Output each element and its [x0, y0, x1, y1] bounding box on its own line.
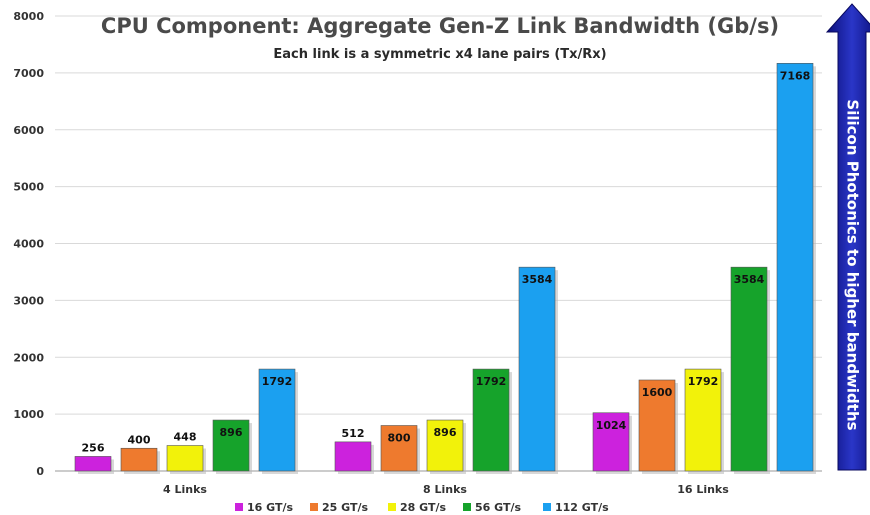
legend-label: 56 GT/s [475, 501, 521, 514]
bar [426, 419, 464, 472]
bar [120, 447, 158, 472]
bar [334, 441, 372, 472]
legend-label: 25 GT/s [322, 501, 368, 514]
bar [212, 419, 250, 472]
data-label: 800 [388, 432, 411, 445]
bar [684, 368, 722, 472]
data-label: 3584 [522, 273, 553, 286]
data-label: 1792 [476, 375, 507, 388]
data-label: 896 [220, 426, 243, 439]
legend-swatch [388, 503, 396, 511]
legend-swatch [310, 503, 318, 511]
chart-title: CPU Component: Aggregate Gen-Z Link Band… [100, 14, 780, 38]
x-tick-label: 8 Links [423, 483, 467, 496]
legend-label: 28 GT/s [400, 501, 446, 514]
y-tick-label: 4000 [13, 238, 44, 251]
data-label: 3584 [734, 273, 765, 286]
bandwidth-arrow [825, 3, 870, 471]
legend-label: 16 GT/s [247, 501, 293, 514]
bar [730, 266, 768, 472]
bar [592, 412, 630, 472]
y-tick-label: 0 [36, 465, 44, 478]
data-label: 1600 [642, 386, 673, 399]
y-axis: 0 1000 2000 3000 4000 5000 6000 7000 8000 [13, 10, 44, 478]
y-tick-label: 1000 [13, 408, 44, 421]
x-axis: 4 Links 8 Links 16 Links [163, 483, 729, 496]
y-tick-label: 2000 [13, 351, 44, 364]
bar [74, 456, 112, 472]
grid-lines [55, 15, 822, 472]
bar [518, 266, 556, 472]
x-tick-label: 4 Links [163, 483, 207, 496]
data-label: 400 [128, 433, 151, 446]
chart-subtitle: Each link is a symmetric x4 lane pairs (… [273, 47, 607, 62]
bar [258, 368, 296, 472]
legend-swatch [543, 503, 551, 511]
y-tick-label: 7000 [13, 67, 44, 80]
data-label: 1024 [596, 419, 627, 432]
y-tick-label: 3000 [13, 294, 44, 307]
x-tick-label: 16 Links [677, 483, 729, 496]
y-tick-label: 5000 [13, 181, 44, 194]
bar [776, 63, 814, 472]
data-label: 512 [342, 427, 365, 440]
y-tick-label: 8000 [13, 10, 44, 23]
data-label: 1792 [262, 375, 293, 388]
legend-swatch [235, 503, 243, 511]
data-label: 1792 [688, 375, 719, 388]
data-label: 448 [174, 431, 197, 444]
bars: 256 512 1024 400 800 1600 448 896 1792 896 1792 358… [74, 63, 816, 474]
data-label: 7168 [780, 69, 811, 82]
bar [638, 379, 676, 472]
legend-label: 112 GT/s [555, 501, 609, 514]
legend: 16 GT/s 25 GT/s 28 GT/s 56 GT/s 112 GT/s [235, 501, 609, 514]
bar [472, 368, 510, 472]
arrow-annotation: Silicon Photonics to higher bandwidths [843, 70, 863, 460]
legend-swatch [463, 503, 471, 511]
bar [166, 445, 204, 472]
arrow-annotation-text: Silicon Photonics to higher bandwidths [844, 99, 863, 431]
bar [380, 425, 418, 472]
y-tick-label: 6000 [13, 124, 44, 137]
data-label: 256 [82, 441, 105, 454]
data-label: 896 [434, 426, 457, 439]
